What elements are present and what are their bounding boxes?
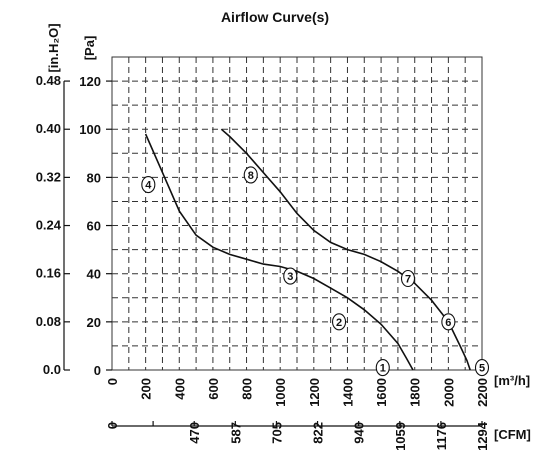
m3h-tick-label: 0 [105,378,120,385]
x-unit-cfm: [CFM] [494,427,531,442]
grid-layer [111,56,483,371]
inh2o-tick-label: 0.32 [36,169,61,184]
m3h-tick-label: 1800 [408,378,423,407]
inh2o-tick-label: 0.24 [36,218,62,233]
cfm-tick-label: 470 [187,422,202,444]
cfm-tick-label: 587 [228,422,243,444]
curve-label-circle [141,176,156,194]
pa-tick-label: 80 [87,170,101,185]
m3h-tick-label: 2000 [441,378,456,407]
curve-label-number: 6 [445,317,451,329]
curve-label-circle [375,359,390,377]
cfm-tick-label: 1176 [434,422,449,450]
m3h-tick-label: 1200 [307,378,322,407]
m3h-tick-label: 400 [172,378,187,400]
curve-label-circle [283,267,298,285]
inh2o-tick-label: 0.0 [43,362,61,377]
pa-tick-label: 100 [79,122,101,137]
m3h-tick-label: 800 [240,378,255,400]
cfm-tick-label: 1059 [393,422,408,450]
curve-label-5: 5 [474,359,490,377]
curve-label-circle [474,359,490,377]
curve-label-layer: 1 2 3 4 5 6 7 8 [141,166,490,377]
m3h-tick-label: 1600 [374,378,389,407]
axes-layer: 0.00.080.160.240.320.400.480204060801001… [36,73,490,450]
curve-label-circle [331,313,347,331]
cfm-tick-label: 1294 [475,421,490,450]
pa-tick-label: 20 [87,315,101,330]
curve-label-6: 6 [441,313,456,331]
curve-label-2: 2 [331,313,347,331]
curve-label-7: 7 [400,269,416,288]
inh2o-tick-label: 0.08 [36,314,61,329]
m3h-tick-label: 600 [206,378,221,400]
curve-label-4: 4 [141,176,156,194]
m3h-tick-label: 1000 [273,378,288,407]
pa-tick-label: 0 [94,363,101,378]
m3h-tick-label: 1400 [340,378,355,407]
cfm-tick-label: 0 [105,422,120,429]
cfm-tick-label: 940 [352,422,367,444]
curve-label-3: 3 [283,267,298,285]
cfm-tick-label: 705 [269,422,284,444]
curve-label-number: 8 [248,170,254,182]
curve-label-number: 3 [287,271,293,283]
curve-label-circle [441,313,456,331]
cfm-tick-label: 822 [311,422,326,444]
curve-label-number: 4 [145,180,152,192]
curve-label-1: 1 [375,359,390,377]
x-unit-m3h: [m³/h] [494,373,530,388]
chart-title: Airflow Curve(s) [221,9,329,25]
inh2o-tick-label: 0.40 [36,121,61,136]
y-unit-inh2o: [in.H₂O] [46,23,61,72]
curve-label-number: 1 [380,363,386,375]
curve-label-circle [243,166,258,184]
m3h-tick-label: 2200 [475,378,490,407]
pa-tick-label: 120 [79,74,101,89]
y-unit-pa: [Pa] [82,36,97,61]
inh2o-tick-label: 0.16 [36,266,61,281]
curve-label-number: 5 [479,363,485,375]
curve-label-8: 8 [243,166,258,184]
pa-tick-label: 40 [87,267,101,282]
curve-label-number: 2 [336,317,342,329]
curve-label-number: 7 [405,274,411,286]
pa-tick-label: 60 [87,219,101,234]
inh2o-tick-label: 0.48 [36,73,61,88]
curve-label-circle [400,269,416,288]
airflow-curve-1 [144,133,414,371]
m3h-tick-label: 200 [139,378,154,400]
